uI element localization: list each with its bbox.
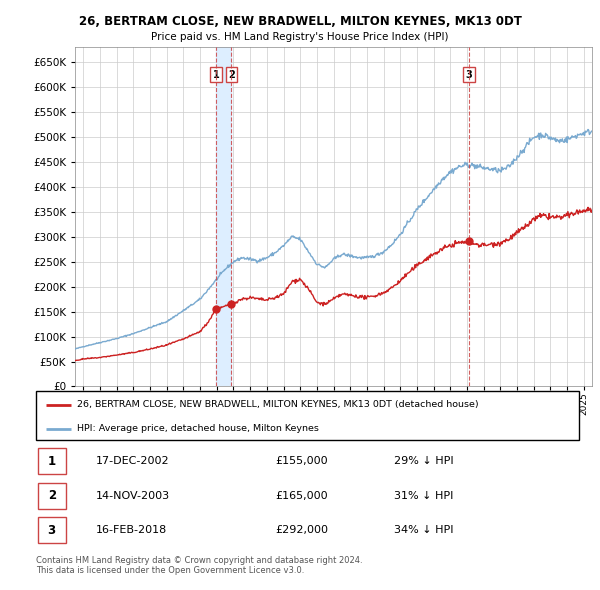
Text: 29% ↓ HPI: 29% ↓ HPI [394,456,454,466]
Bar [38,517,66,543]
Text: 3: 3 [466,70,472,80]
Text: HPI: Average price, detached house, Milton Keynes: HPI: Average price, detached house, Milt… [77,424,319,434]
Text: £165,000: £165,000 [275,491,328,501]
Text: 3: 3 [47,524,56,537]
Text: 16-FEB-2018: 16-FEB-2018 [96,526,167,536]
Text: 17-DEC-2002: 17-DEC-2002 [96,456,169,466]
Text: Contains HM Land Registry data © Crown copyright and database right 2024.: Contains HM Land Registry data © Crown c… [36,556,362,565]
Text: £155,000: £155,000 [275,456,328,466]
Text: This data is licensed under the Open Government Licence v3.0.: This data is licensed under the Open Gov… [36,566,304,575]
Text: £292,000: £292,000 [275,526,328,536]
Text: 26, BERTRAM CLOSE, NEW BRADWELL, MILTON KEYNES, MK13 0DT (detached house): 26, BERTRAM CLOSE, NEW BRADWELL, MILTON … [77,400,478,409]
Bar [38,448,66,474]
Text: 1: 1 [47,455,56,468]
Text: 34% ↓ HPI: 34% ↓ HPI [394,526,454,536]
Text: 26, BERTRAM CLOSE, NEW BRADWELL, MILTON KEYNES, MK13 0DT: 26, BERTRAM CLOSE, NEW BRADWELL, MILTON … [79,15,521,28]
Text: 1: 1 [213,70,220,80]
Bar [216,47,232,386]
Text: 14-NOV-2003: 14-NOV-2003 [96,491,170,501]
Text: 2: 2 [47,489,56,503]
Text: 2: 2 [228,70,235,80]
Text: Price paid vs. HM Land Registry's House Price Index (HPI): Price paid vs. HM Land Registry's House … [151,32,449,42]
Text: 31% ↓ HPI: 31% ↓ HPI [394,491,454,501]
Bar [38,483,66,509]
